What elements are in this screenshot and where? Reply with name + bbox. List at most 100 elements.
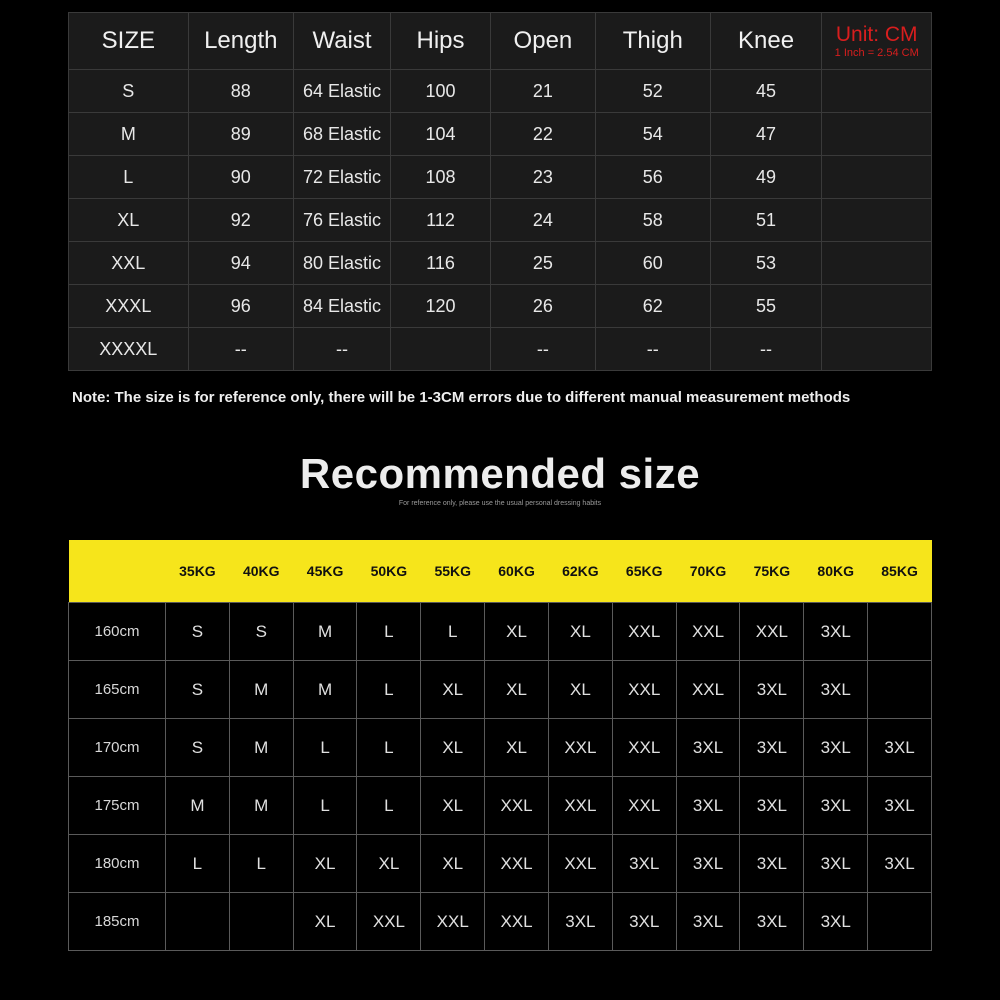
height-label: 160cm [68, 602, 166, 661]
recommended-size-cell: 3XL [675, 834, 741, 893]
empty-cell [821, 155, 932, 199]
recommended-size-cell: XXL [484, 776, 549, 835]
corner-cell [68, 540, 166, 603]
recommended-subtitle: For reference only, please use the usual… [398, 500, 602, 507]
size-cell: L [68, 155, 189, 199]
size-cell: M [68, 112, 189, 156]
recommended-size-cell: XL [420, 718, 486, 777]
empty-cell [821, 284, 932, 328]
size-cell: -- [709, 327, 823, 371]
recommended-size-cell: L [228, 834, 294, 893]
size-cell: XXXXL [68, 327, 189, 371]
unit-label: Unit: CM [835, 23, 918, 47]
size-cell: -- [292, 327, 392, 371]
recommended-size-cell: L [356, 776, 422, 835]
recommended-size-cell: XXL [675, 660, 741, 719]
weight-header-cell: 80KG [803, 540, 868, 603]
size-header-cell: Hips [390, 12, 491, 70]
size-row: S 88 64 Elastic 100 21 52 45 [68, 69, 932, 113]
recommended-size-cell: XXL [675, 602, 741, 661]
size-cell: 108 [390, 155, 491, 199]
recommended-size-cell: S [165, 718, 230, 777]
size-row: L 90 72 Elastic 108 23 56 49 [68, 155, 932, 199]
recommended-size-cell: 3XL [803, 776, 869, 835]
size-row: M 89 68 Elastic 104 22 54 47 [68, 112, 932, 156]
empty-cell [821, 198, 932, 242]
size-chart-table: SIZE Length Waist Hips Open Thigh Knee Unit: CM… [68, 12, 932, 371]
size-cell: 72 Elastic [292, 155, 392, 199]
recommended-size-cell: XXL [611, 776, 677, 835]
recommended-size-cell: 3XL [867, 718, 932, 777]
size-cell: 92 [187, 198, 294, 242]
recommended-size-cell: XXL [739, 602, 805, 661]
recommended-size-cell: XL [420, 834, 486, 893]
recommended-size-cell: 3XL [803, 834, 869, 893]
size-cell: 49 [709, 155, 823, 199]
recommended-size-cell: S [165, 602, 230, 661]
size-cell: 94 [187, 241, 294, 285]
size-cell: 104 [390, 112, 491, 156]
recommended-size-cell: 3XL [739, 776, 805, 835]
recommended-size-cell: S [228, 602, 294, 661]
recommended-size-cell: XXL [484, 834, 549, 893]
size-cell: 112 [390, 198, 491, 242]
weight-header-cell: 60KG [484, 540, 549, 603]
recommended-size-cell: XL [292, 892, 358, 951]
recommended-size-cell: XL [484, 602, 549, 661]
height-label: 175cm [68, 776, 166, 835]
size-cell: 55 [709, 284, 823, 328]
recommended-size-cell: XL [356, 834, 422, 893]
recommended-size-cell: M [228, 776, 294, 835]
size-cell: XXL [68, 241, 189, 285]
recommended-size-cell: XXL [611, 660, 677, 719]
recommended-size-cell: XL [292, 834, 358, 893]
weight-header-cell: 50KG [356, 540, 421, 603]
recommended-size-cell: XXL [547, 718, 613, 777]
height-label: 165cm [68, 660, 166, 719]
size-cell: 89 [187, 112, 294, 156]
size-cell: 76 Elastic [292, 198, 392, 242]
size-cell: 100 [390, 69, 491, 113]
size-cell: 23 [489, 155, 596, 199]
recommended-size-cell: XL [547, 660, 613, 719]
size-cell: 60 [594, 241, 711, 285]
height-row: 185cm XL XXL XXL XXL 3XL 3XL 3XL 3XL 3XL [68, 892, 932, 951]
empty-cell [821, 327, 932, 371]
recommended-size-cell [165, 892, 230, 951]
size-cell: 45 [709, 69, 823, 113]
size-cell: 64 Elastic [292, 69, 392, 113]
recommended-size-cell: XXL [356, 892, 422, 951]
size-header-cell: Thigh [594, 12, 711, 70]
size-cell: 58 [594, 198, 711, 242]
recommended-size-cell: XXL [484, 892, 549, 951]
height-row: 160cm S S M L L XL XL XXL XXL XXL 3XL [68, 602, 932, 661]
size-cell: 24 [489, 198, 596, 242]
size-cell: 21 [489, 69, 596, 113]
size-cell: 84 Elastic [292, 284, 392, 328]
height-label: 170cm [68, 718, 166, 777]
size-header-cell: Waist [292, 12, 392, 70]
size-header-cell: Length [187, 12, 294, 70]
weight-header-cell: 85KG [867, 540, 932, 603]
recommended-size-cell: XL [547, 602, 613, 661]
size-cell: 53 [709, 241, 823, 285]
recommended-size-cell: 3XL [803, 602, 869, 661]
size-cell: 116 [390, 241, 491, 285]
size-cell: 90 [187, 155, 294, 199]
recommended-size-cell: XXL [611, 602, 677, 661]
recommended-size-cell: M [292, 602, 358, 661]
weight-header-cell: 45KG [293, 540, 357, 603]
height-row: 180cm L L XL XL XL XXL XXL 3XL 3XL 3XL 3XL 3XL [68, 834, 932, 893]
size-cell: 22 [489, 112, 596, 156]
empty-cell [821, 69, 932, 113]
recommended-size-cell [867, 602, 932, 661]
size-header-cell: Knee [709, 12, 823, 70]
recommended-size-cell: 3XL [739, 660, 805, 719]
height-row: 170cm S M L L XL XL XXL XXL 3XL 3XL 3XL 3XL [68, 718, 932, 777]
size-cell: -- [187, 327, 294, 371]
recommended-size-cell: XL [420, 776, 486, 835]
size-cell: 52 [594, 69, 711, 113]
weight-header-cell: 65KG [612, 540, 677, 603]
recommended-size-cell: 3XL [867, 776, 932, 835]
recommended-size-cell: M [228, 660, 294, 719]
